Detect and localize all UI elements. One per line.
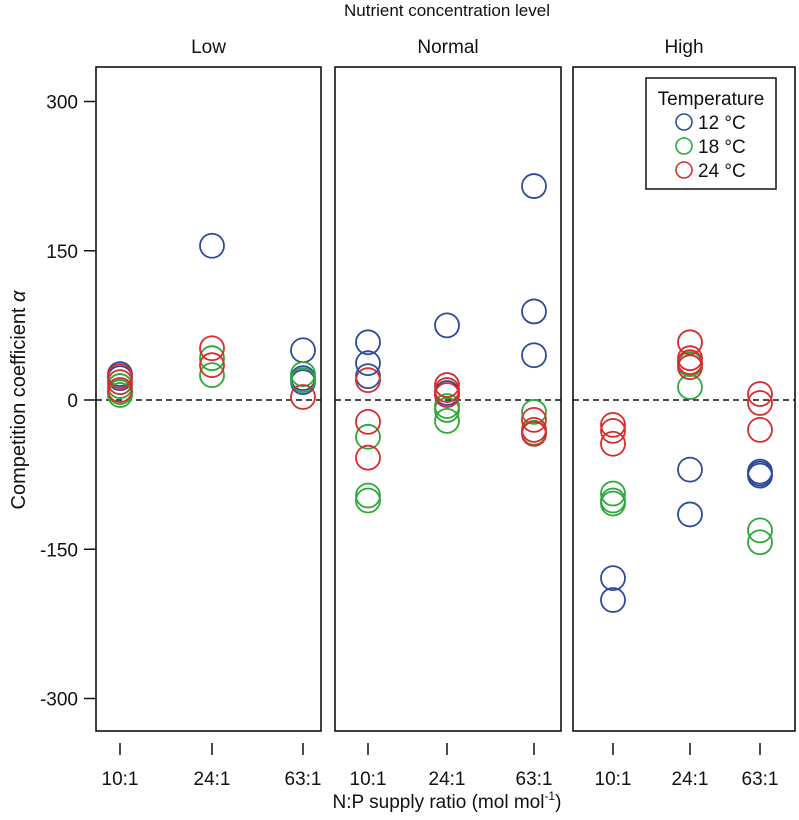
- data-point: [199, 352, 225, 379]
- y-tick-label: -150: [40, 540, 78, 561]
- data-point: [434, 407, 460, 434]
- data-point: [521, 406, 547, 433]
- panel-label: Low: [191, 37, 226, 58]
- data-point: [434, 312, 460, 339]
- data-point: [747, 416, 773, 443]
- x-tick-label: 63:1: [742, 769, 779, 790]
- data-point: [521, 420, 547, 447]
- legend: Temperature 12 °C 18 °C 24 °C: [645, 77, 777, 190]
- data-point: [355, 487, 381, 514]
- legend-label: 18 °C: [698, 137, 746, 158]
- y-axis-label-symbol: α: [8, 290, 30, 302]
- data-point: [107, 369, 133, 395]
- x-tick-label: 63:1: [516, 769, 553, 790]
- data-point: [600, 565, 626, 592]
- data-point: [600, 587, 626, 613]
- y-axis: 300 150 0 -150 -300: [40, 93, 96, 711]
- data-point: [434, 372, 460, 398]
- panel-normal: Normal 10:1 24:1 63:1: [334, 37, 562, 790]
- x-tick-label: 10:1: [350, 769, 387, 790]
- data-point: [521, 298, 547, 325]
- legend-label: 24 °C: [698, 161, 746, 182]
- data-point: [199, 362, 225, 389]
- data-point: [290, 367, 316, 394]
- x-tick-label: 10:1: [595, 769, 632, 790]
- data-point: [747, 381, 773, 407]
- chart-title: Nutrient concentration level: [344, 1, 550, 20]
- data-point: [107, 363, 133, 390]
- data-point: [677, 456, 703, 483]
- data-point: [747, 529, 773, 556]
- data-point: [600, 480, 626, 507]
- data-point: [355, 408, 381, 435]
- y-tick-label: 0: [67, 391, 78, 412]
- data-point: [107, 382, 133, 408]
- x-tick-label: 63:1: [285, 769, 322, 790]
- legend-marker: [675, 137, 693, 155]
- panel-frame: [334, 66, 562, 732]
- data-point: [600, 490, 626, 517]
- data-point: [107, 377, 133, 403]
- y-tick-label: -300: [40, 690, 78, 711]
- legend-box: [645, 77, 777, 190]
- y-axis-label-text: Competition coefficient: [8, 302, 30, 510]
- data-point: [355, 367, 381, 394]
- x-axis-label-superscript: -1: [544, 789, 555, 803]
- data-point: [199, 232, 225, 259]
- data-point: [290, 361, 316, 388]
- data-point: [747, 517, 773, 544]
- data-point: [747, 460, 773, 487]
- x-tick-label: 10:1: [102, 769, 139, 790]
- panel-label: Normal: [417, 37, 478, 58]
- legend-marker: [675, 161, 693, 179]
- data-point: [521, 399, 547, 425]
- y-tick-label: 300: [46, 93, 78, 114]
- x-axis-label: N:P supply ratio (mol mol-1): [333, 789, 562, 813]
- data-point: [677, 349, 703, 376]
- data-point: [600, 417, 626, 444]
- x-tick-label: 24:1: [429, 769, 466, 790]
- x-axis-label-text: N:P supply ratio (mol mol: [333, 792, 545, 813]
- y-tick-label: 150: [46, 242, 78, 263]
- data-point: [521, 173, 547, 199]
- panel-low: Low 10:1 24:1 63:1: [95, 37, 322, 790]
- data-point: [199, 345, 225, 372]
- y-axis-label: Competition coefficient α: [8, 290, 30, 510]
- data-point: [434, 382, 460, 408]
- data-point: [355, 329, 381, 356]
- data-point: [355, 423, 381, 450]
- data-point: [600, 411, 626, 438]
- data-point: [747, 390, 773, 416]
- legend-label: 12 °C: [698, 113, 746, 134]
- legend-title: Temperature: [658, 89, 765, 110]
- data-point: [434, 377, 460, 403]
- x-tick-label: 24:1: [194, 769, 231, 790]
- legend-marker: [675, 113, 693, 131]
- x-axis-label-suffix: ): [555, 792, 561, 813]
- data-point: [600, 430, 626, 457]
- panel-label: High: [664, 37, 703, 58]
- legend-entries: 12 °C 18 °C 24 °C: [675, 113, 746, 182]
- data-point: [355, 350, 381, 377]
- data-point: [290, 384, 316, 410]
- data-point: [355, 444, 381, 471]
- x-tick-label: 24:1: [672, 769, 709, 790]
- data-point: [355, 482, 381, 509]
- data-point: [521, 342, 547, 369]
- data-point: [677, 501, 703, 528]
- data-point: [677, 354, 703, 381]
- panel-frame: [95, 66, 322, 732]
- data-point: [199, 335, 225, 362]
